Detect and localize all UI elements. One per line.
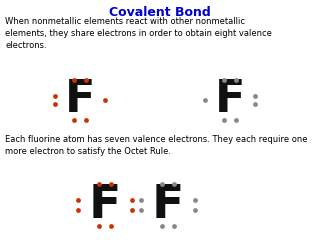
Point [84, 118, 89, 122]
Text: When nonmetallic elements react with other nonmetallic
elements, they share elec: When nonmetallic elements react with oth… [5, 17, 272, 50]
Point [234, 118, 239, 122]
Text: F: F [89, 182, 121, 228]
Text: F: F [152, 182, 184, 228]
Point [96, 224, 101, 228]
Point [221, 78, 227, 82]
Point [252, 102, 258, 106]
Point [76, 198, 81, 202]
Point [172, 182, 177, 186]
Point [52, 102, 58, 106]
Point [84, 78, 89, 82]
Point [102, 98, 108, 102]
Point [159, 182, 164, 186]
Point [129, 198, 135, 202]
Point [221, 118, 227, 122]
Point [192, 198, 197, 202]
Point [108, 224, 114, 228]
Text: F: F [215, 78, 245, 121]
Point [96, 182, 101, 186]
Point [139, 198, 144, 202]
Point [76, 208, 81, 212]
Point [108, 182, 114, 186]
Point [172, 224, 177, 228]
Point [159, 224, 164, 228]
Point [139, 208, 144, 212]
Point [252, 94, 258, 98]
Point [71, 118, 76, 122]
Point [203, 98, 208, 102]
Text: Covalent Bond: Covalent Bond [109, 6, 211, 19]
Text: Each fluorine atom has seven valence electrons. They each require one
more elect: Each fluorine atom has seven valence ele… [5, 135, 308, 156]
Text: F: F [65, 78, 95, 121]
Point [192, 208, 197, 212]
Point [129, 208, 135, 212]
Point [52, 94, 58, 98]
Point [71, 78, 76, 82]
Point [234, 78, 239, 82]
